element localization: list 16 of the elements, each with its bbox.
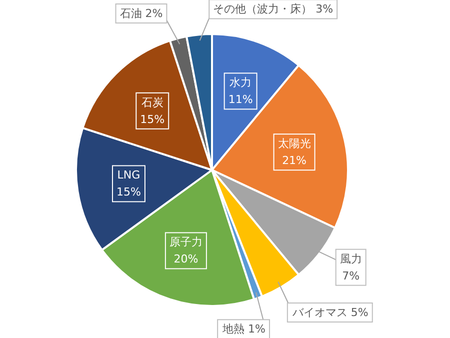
data-label: 15% (116, 186, 141, 199)
slice-label: 太陽光 (278, 137, 311, 150)
slice-label: バイオマス 5% (291, 306, 368, 319)
slice-label: LNG (117, 168, 140, 182)
slice-label: 地熱 1% (222, 322, 266, 336)
slice-label: 石油 2% (120, 6, 163, 20)
slice-label: 水力 (230, 76, 252, 90)
data-label: 21% (282, 154, 307, 168)
slice-label: 原子力 (169, 236, 202, 249)
data-label: 7% (342, 269, 360, 282)
slice-label: その他（波力・床） 3% (213, 2, 334, 16)
slice-label: 風力 (340, 252, 362, 266)
data-label: 11% (228, 93, 253, 106)
data-label: 15% (140, 112, 165, 126)
slice-label: 石炭 (141, 96, 164, 109)
data-label: 20% (174, 252, 198, 266)
